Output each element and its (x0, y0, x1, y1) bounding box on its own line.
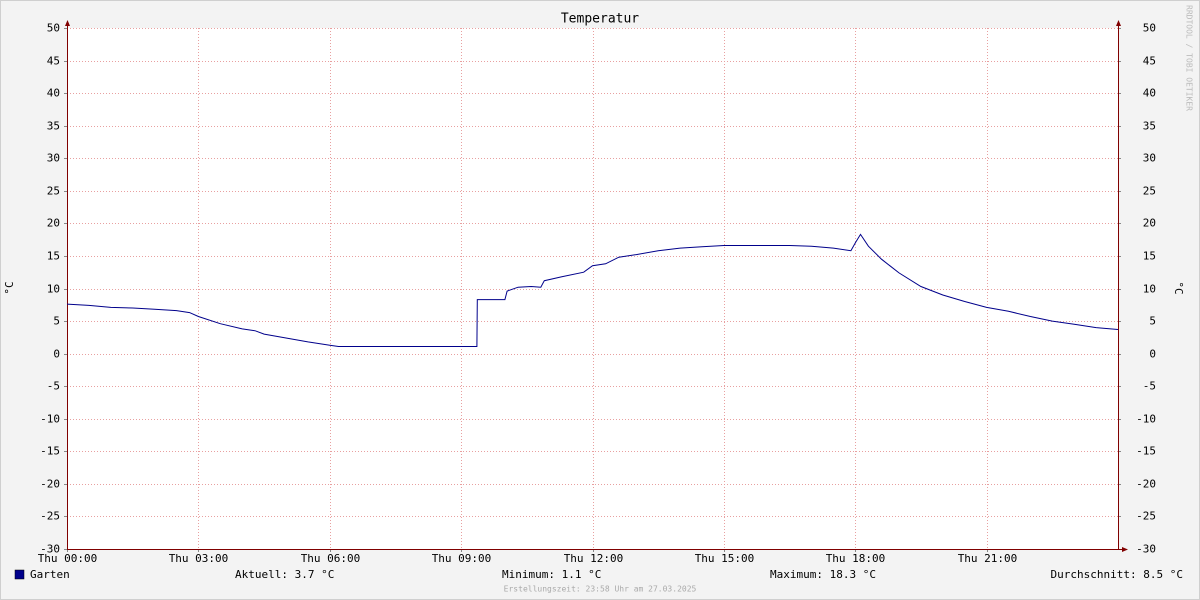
legend-stat: Maximum: 18.3 °C (770, 568, 876, 581)
y2-tick-label: 40 (1143, 87, 1156, 100)
y-tick-label: 0 (53, 348, 60, 361)
legend-stat: Durchschnitt: 8.5 °C (1051, 568, 1183, 581)
x-tick-label: Thu 09:00 (432, 552, 492, 565)
y2-tick-label: 0 (1149, 348, 1156, 361)
x-tick-label: Thu 15:00 (695, 552, 755, 565)
y2-tick-label: 5 (1149, 315, 1156, 328)
y2-tick-label: -10 (1136, 413, 1156, 426)
y-tick-label: 30 (47, 152, 60, 165)
series-line (66, 233, 1119, 347)
axis-arrow (1122, 547, 1128, 552)
y-tick-label: 10 (47, 283, 60, 296)
y2-tick-label: -5 (1143, 380, 1156, 393)
x-tick-label: Thu 12:00 (564, 552, 624, 565)
y-tick-label: -10 (40, 413, 60, 426)
y-tick-label: 40 (47, 87, 60, 100)
legend-stat: Minimum: 1.1 °C (502, 568, 601, 581)
axis-arrow (65, 20, 70, 26)
y2-tick-label: 20 (1143, 217, 1156, 230)
y2-tick-label: -30 (1136, 543, 1156, 556)
y-tick-label: -5 (47, 380, 60, 393)
x-tick-label: Thu 18:00 (826, 552, 886, 565)
x-tick-label: Thu 06:00 (301, 552, 361, 565)
axis-arrow (1116, 20, 1121, 26)
y-tick-label: -30 (40, 543, 60, 556)
chart-title: Temperatur (561, 12, 639, 27)
y-tick-label: -15 (40, 445, 60, 458)
y2-tick-label: -25 (1136, 510, 1156, 523)
y2-tick-label: 10 (1143, 283, 1156, 296)
y-tick-label: 5 (53, 315, 60, 328)
y-tick-label: -20 (40, 478, 60, 491)
y-tick-label: 20 (47, 217, 60, 230)
y-tick-label: 25 (47, 185, 60, 198)
x-tick-label: Thu 03:00 (169, 552, 229, 565)
y-tick-label: 15 (47, 250, 60, 263)
legend-label: Garten (30, 568, 70, 581)
y2-axis-label: °C (1172, 281, 1185, 294)
y-tick-label: 45 (47, 55, 60, 68)
y2-tick-label: -15 (1136, 445, 1156, 458)
y-tick-label: 35 (47, 120, 60, 133)
plot-area (67, 28, 1118, 549)
y2-tick-label: -20 (1136, 478, 1156, 491)
y-tick-label: -25 (40, 510, 60, 523)
y2-tick-label: 30 (1143, 152, 1156, 165)
legend-swatch (14, 569, 25, 580)
y-axis-label: °C (3, 281, 16, 294)
y2-tick-label: 15 (1143, 250, 1156, 263)
x-tick-label: Thu 21:00 (958, 552, 1018, 565)
footer: Erstellungszeit: 23:58 Uhr am 27.03.2025 (504, 585, 697, 594)
y2-tick-label: 25 (1143, 185, 1156, 198)
y2-tick-label: 45 (1143, 55, 1156, 68)
y2-tick-label: 50 (1143, 22, 1156, 35)
x-tick-label: Thu 00:00 (38, 552, 98, 565)
y-tick-label: 50 (47, 22, 60, 35)
watermark: RRDTOOL / TOBI OETIKER (1185, 5, 1194, 111)
legend-stat: Aktuell: 3.7 °C (235, 568, 334, 581)
y2-tick-label: 35 (1143, 120, 1156, 133)
